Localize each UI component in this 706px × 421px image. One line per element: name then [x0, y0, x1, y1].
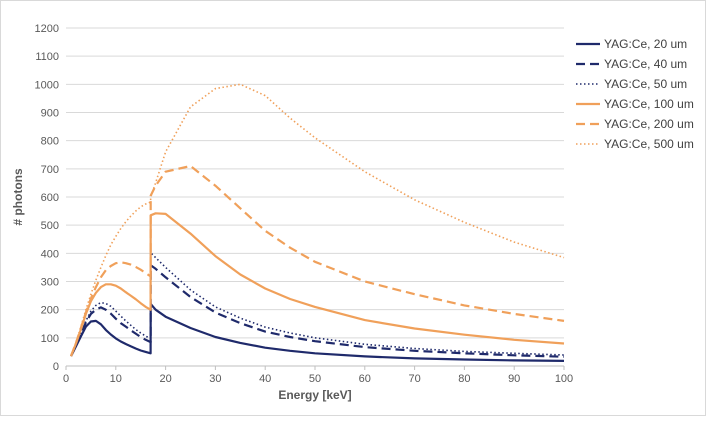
series-line-3 [70, 252, 565, 357]
x-tick-label: 90 [508, 373, 520, 385]
y-tick-label: 1200 [35, 23, 59, 35]
series-line-2 [70, 264, 565, 358]
legend-label: YAG:Ce, 20 um [604, 37, 687, 51]
x-tick-label: 10 [110, 373, 122, 385]
legend: YAG:Ce, 20 um YAG:Ce, 40 um YAG:Ce, 50 um Y… [576, 37, 694, 151]
y-tick-label: 0 [53, 361, 59, 373]
legend-label: YAG:Ce, 50 um [604, 77, 687, 91]
legend-item: YAG:Ce, 100 um [576, 97, 694, 111]
legend-item: YAG:Ce, 200 um [576, 117, 694, 131]
y-axis-title: # photons [11, 168, 25, 226]
axes: 0100200300400500600700800900100011001200… [35, 23, 574, 385]
y-tick-label: 600 [41, 192, 59, 204]
legend-item: YAG:Ce, 20 um [576, 37, 687, 51]
y-tick-label: 1000 [35, 79, 59, 91]
series-line-4 [69, 212, 565, 357]
legend-item: YAG:Ce, 500 um [576, 137, 694, 151]
y-tick-label: 200 [41, 305, 59, 317]
x-tick-label: 80 [458, 373, 470, 385]
legend-label: YAG:Ce, 200 um [604, 117, 694, 131]
y-tick-label: 400 [41, 248, 59, 260]
x-tick-label: 50 [309, 373, 321, 385]
x-tick-label: 100 [555, 373, 573, 385]
x-tick-label: 70 [408, 373, 420, 385]
x-tick-label: 60 [359, 373, 371, 385]
y-tick-label: 700 [41, 164, 59, 176]
legend-label: YAG:Ce, 100 um [604, 97, 694, 111]
series-lines [69, 83, 565, 362]
x-tick-label: 20 [159, 373, 171, 385]
series-line-1 [70, 302, 565, 362]
y-tick-label: 800 [41, 136, 59, 148]
y-tick-label: 1100 [35, 51, 59, 63]
y-tick-label: 500 [41, 220, 59, 232]
y-tick-label: 100 [41, 333, 59, 345]
x-tick-label: 0 [63, 373, 69, 385]
legend-label: YAG:Ce, 40 um [604, 57, 687, 71]
x-tick-label: 40 [259, 373, 271, 385]
legend-item: YAG:Ce, 40 um [576, 57, 687, 71]
legend-label: YAG:Ce, 500 um [604, 137, 694, 151]
legend-item: YAG:Ce, 50 um [576, 77, 687, 91]
series-line-6 [70, 83, 565, 357]
series-line-5 [69, 164, 565, 357]
y-tick-label: 900 [41, 108, 59, 120]
y-tick-label: 300 [41, 277, 59, 289]
x-tick-label: 30 [209, 373, 221, 385]
x-axis-title: Energy [keV] [278, 388, 351, 402]
